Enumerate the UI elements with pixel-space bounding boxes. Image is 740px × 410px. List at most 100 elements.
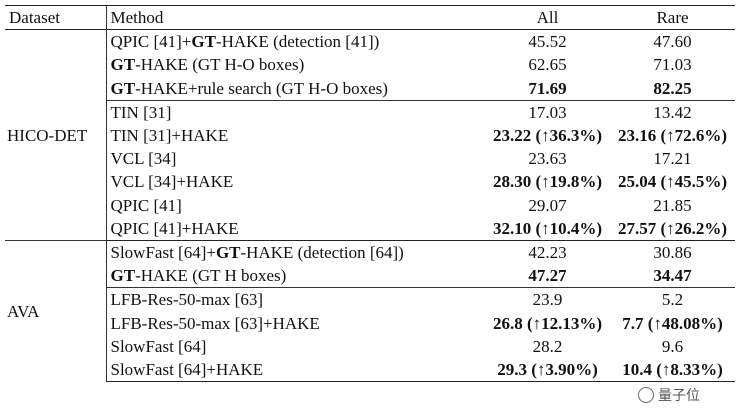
method-text: TIN [31]+HAKE (110, 126, 229, 146)
all-value: 62.65 (528, 55, 567, 75)
method-text: -HAKE+rule search (GT H-O boxes) (135, 78, 388, 98)
table-row: SlowFast [64] 28.2 9.6 (5, 334, 735, 358)
method-cell: VCL [34] (105, 147, 485, 171)
method-text: -HAKE (GT H-O boxes) (135, 55, 305, 75)
results-table: Dataset Method All Rare HICO-DET QPIC [41… (5, 5, 735, 382)
rare-value-cell: 9.6 (610, 335, 735, 358)
rare-value: 25.04 (↑45.5%) (617, 172, 728, 192)
method-cell: QPIC [41]+HAKE (105, 216, 485, 241)
table-row: QPIC [41]+HAKE 32.10 (↑10.4%) 27.57 (↑26.2… (5, 216, 735, 241)
rare-value: 17.21 (653, 149, 692, 169)
all-value: 29.07 (528, 195, 567, 215)
table-row: GT-HAKE+rule search (GT H-O boxes) 71.69 8… (5, 76, 735, 101)
table-row: AVA SlowFast [64]+GT-HAKE (detection [64]… (5, 239, 735, 382)
watermark-text: 量子位 (658, 388, 700, 404)
rare-value: 27.57 (↑26.2%) (617, 218, 728, 238)
header-rare: Rare (656, 8, 689, 28)
all-value: 29.3 (↑3.90%) (497, 359, 598, 379)
all-value: 28.2 (532, 336, 563, 356)
rare-value: 30.86 (653, 242, 692, 262)
rare-value: 82.25 (653, 78, 692, 98)
method-text: LFB-Res-50-max [63] (110, 290, 264, 310)
rare-value: 13.42 (653, 102, 692, 122)
method-text: -HAKE (detection [64]) (240, 242, 404, 262)
table-row: QPIC [41] 29.07 21.85 (5, 193, 735, 217)
method-cell: LFB-Res-50-max [63] (105, 287, 485, 312)
results-table-container: Dataset Method All Rare HICO-DET QPIC [41… (5, 5, 735, 382)
rare-value: 10.4 (↑8.33%) (622, 359, 723, 379)
method-text: QPIC [41] (110, 195, 182, 215)
all-value-cell: 17.03 (485, 99, 610, 124)
rare-value-cell: 5.2 (610, 287, 735, 312)
all-value-cell: 28.30 (↑19.8%) (485, 170, 610, 193)
all-value-cell: 62.65 (485, 53, 610, 76)
dataset-cell: HICO-DET (7, 125, 88, 145)
rare-value: 9.6 (661, 336, 684, 356)
table-row: LFB-Res-50-max [63]+HAKE 26.8 (↑12.13%) 7.… (5, 311, 735, 335)
table-row: SlowFast [64]+HAKE 29.3 (↑3.90%) 10.4 (↑8.… (5, 357, 735, 382)
method-text: LFB-Res-50-max [63]+HAKE (110, 313, 320, 333)
all-value: 28.30 (↑19.8%) (492, 172, 603, 192)
rare-value-cell: 25.04 (↑45.5%) (610, 170, 735, 193)
method-text: SlowFast [64] (110, 336, 207, 356)
method-text: -HAKE (GT H boxes) (135, 266, 287, 286)
rare-value-cell: 30.86 (610, 239, 735, 265)
method-text: GT (215, 242, 241, 262)
dataset-cell: AVA (5, 239, 106, 382)
method-cell: QPIC [41]+GT-HAKE (detection [41]) (105, 29, 485, 54)
table-row: HICO-DET QPIC [41]+GT-HAKE (detection [41… (5, 29, 735, 145)
rare-value-cell: 7.7 (↑48.08%) (610, 311, 735, 334)
all-value-cell: 23.9 (485, 287, 610, 312)
rare-value-cell: 10.4 (↑8.33%) (610, 357, 735, 382)
all-value-cell: 42.23 (485, 239, 610, 265)
all-value: 47.27 (528, 266, 567, 286)
rare-value: 21.85 (653, 195, 692, 215)
table-row: VCL [34] 23.63 17.21 (5, 147, 735, 171)
all-value-cell: 29.07 (485, 194, 610, 217)
table-row: TIN [31] 17.03 13.42 (5, 99, 735, 124)
rare-value-cell: 17.21 (610, 147, 735, 170)
all-value: 23.22 (↑36.3%) (492, 126, 603, 146)
method-cell: QPIC [41] (105, 193, 485, 217)
method-cell: LFB-Res-50-max [63]+HAKE (105, 311, 485, 335)
method-text: VCL [34]+HAKE (110, 172, 234, 192)
all-value: 71.69 (528, 78, 567, 98)
rare-value-cell: 21.85 (610, 194, 735, 217)
all-value: 26.8 (↑12.13%) (492, 313, 603, 333)
rare-value: 34.47 (653, 266, 692, 286)
method-text: QPIC [41]+HAKE (110, 218, 239, 238)
table-row: LFB-Res-50-max [63] 23.9 5.2 (5, 287, 735, 312)
all-value-cell: 26.8 (↑12.13%) (485, 311, 610, 334)
watermark: 量子位 (634, 384, 730, 406)
rare-value-cell: 34.47 (610, 264, 735, 288)
all-value: 23.63 (528, 149, 567, 169)
wechat-logo-icon (638, 387, 654, 403)
method-cell: GT-HAKE (GT H boxes) (105, 264, 485, 288)
rare-value: 7.7 (↑48.08%) (622, 313, 723, 333)
method-text: GT (110, 55, 136, 75)
method-cell: GT-HAKE+rule search (GT H-O boxes) (105, 76, 485, 101)
method-text: GT (110, 266, 136, 286)
all-value: 17.03 (528, 102, 567, 122)
all-value-cell: 23.63 (485, 147, 610, 170)
table-body: HICO-DET QPIC [41]+GT-HAKE (detection [41… (5, 29, 735, 382)
rare-value: 23.16 (↑72.6%) (617, 126, 728, 146)
rare-value-cell: 47.60 (610, 30, 735, 54)
method-text: QPIC [41]+ (110, 32, 192, 52)
rare-value-cell: 23.16 (↑72.6%) (610, 124, 735, 147)
rare-value: 5.2 (661, 290, 684, 310)
method-text: SlowFast [64]+HAKE (110, 359, 264, 379)
method-cell: SlowFast [64]+GT-HAKE (detection [64]) (105, 239, 485, 265)
all-value: 32.10 (↑10.4%) (492, 218, 603, 238)
header-method: Method (105, 5, 485, 30)
header-dataset: Dataset (9, 8, 60, 28)
method-cell: SlowFast [64] (105, 334, 485, 358)
all-value-cell: 32.10 (↑10.4%) (485, 216, 610, 241)
all-value-cell: 23.22 (↑36.3%) (485, 124, 610, 147)
rare-value: 47.60 (653, 32, 692, 52)
method-text: VCL [34] (110, 149, 177, 169)
rare-value: 71.03 (653, 55, 692, 75)
method-text: GT (191, 32, 216, 52)
all-value-cell: 45.52 (485, 30, 610, 54)
rare-value-cell: 27.57 (↑26.2%) (610, 216, 735, 241)
